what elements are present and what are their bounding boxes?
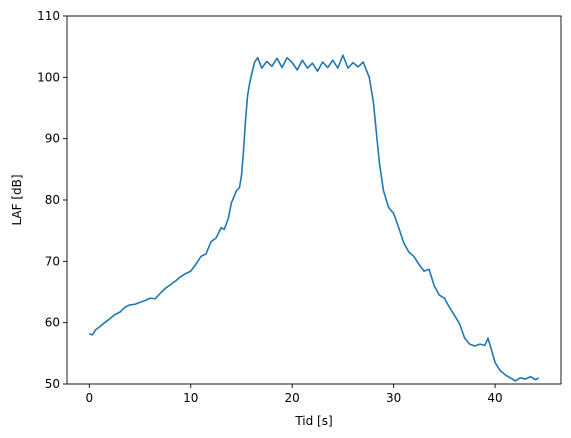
x-tick-label: 20 [285, 391, 300, 405]
y-tick-label: 110 [37, 9, 60, 23]
y-tick-label: 60 [45, 316, 60, 330]
x-tick-label: 30 [386, 391, 401, 405]
x-tick-label: 40 [487, 391, 502, 405]
x-tick-label: 0 [85, 391, 93, 405]
x-axis-title: Tid [s] [294, 414, 332, 428]
x-tick-label: 10 [183, 391, 198, 405]
y-tick-label: 100 [37, 70, 60, 84]
plot-frame [66, 15, 562, 385]
y-tick-label: 80 [45, 193, 60, 207]
ticks: 0 10 20 30 40 50 60 70 80 90 100 110 [37, 9, 503, 405]
y-tick-label: 50 [45, 377, 60, 391]
data-line [89, 54, 540, 382]
y-tick-label: 90 [45, 132, 60, 146]
y-tick-label: 70 [45, 254, 60, 268]
y-axis-title: LAF [dB] [10, 174, 24, 225]
